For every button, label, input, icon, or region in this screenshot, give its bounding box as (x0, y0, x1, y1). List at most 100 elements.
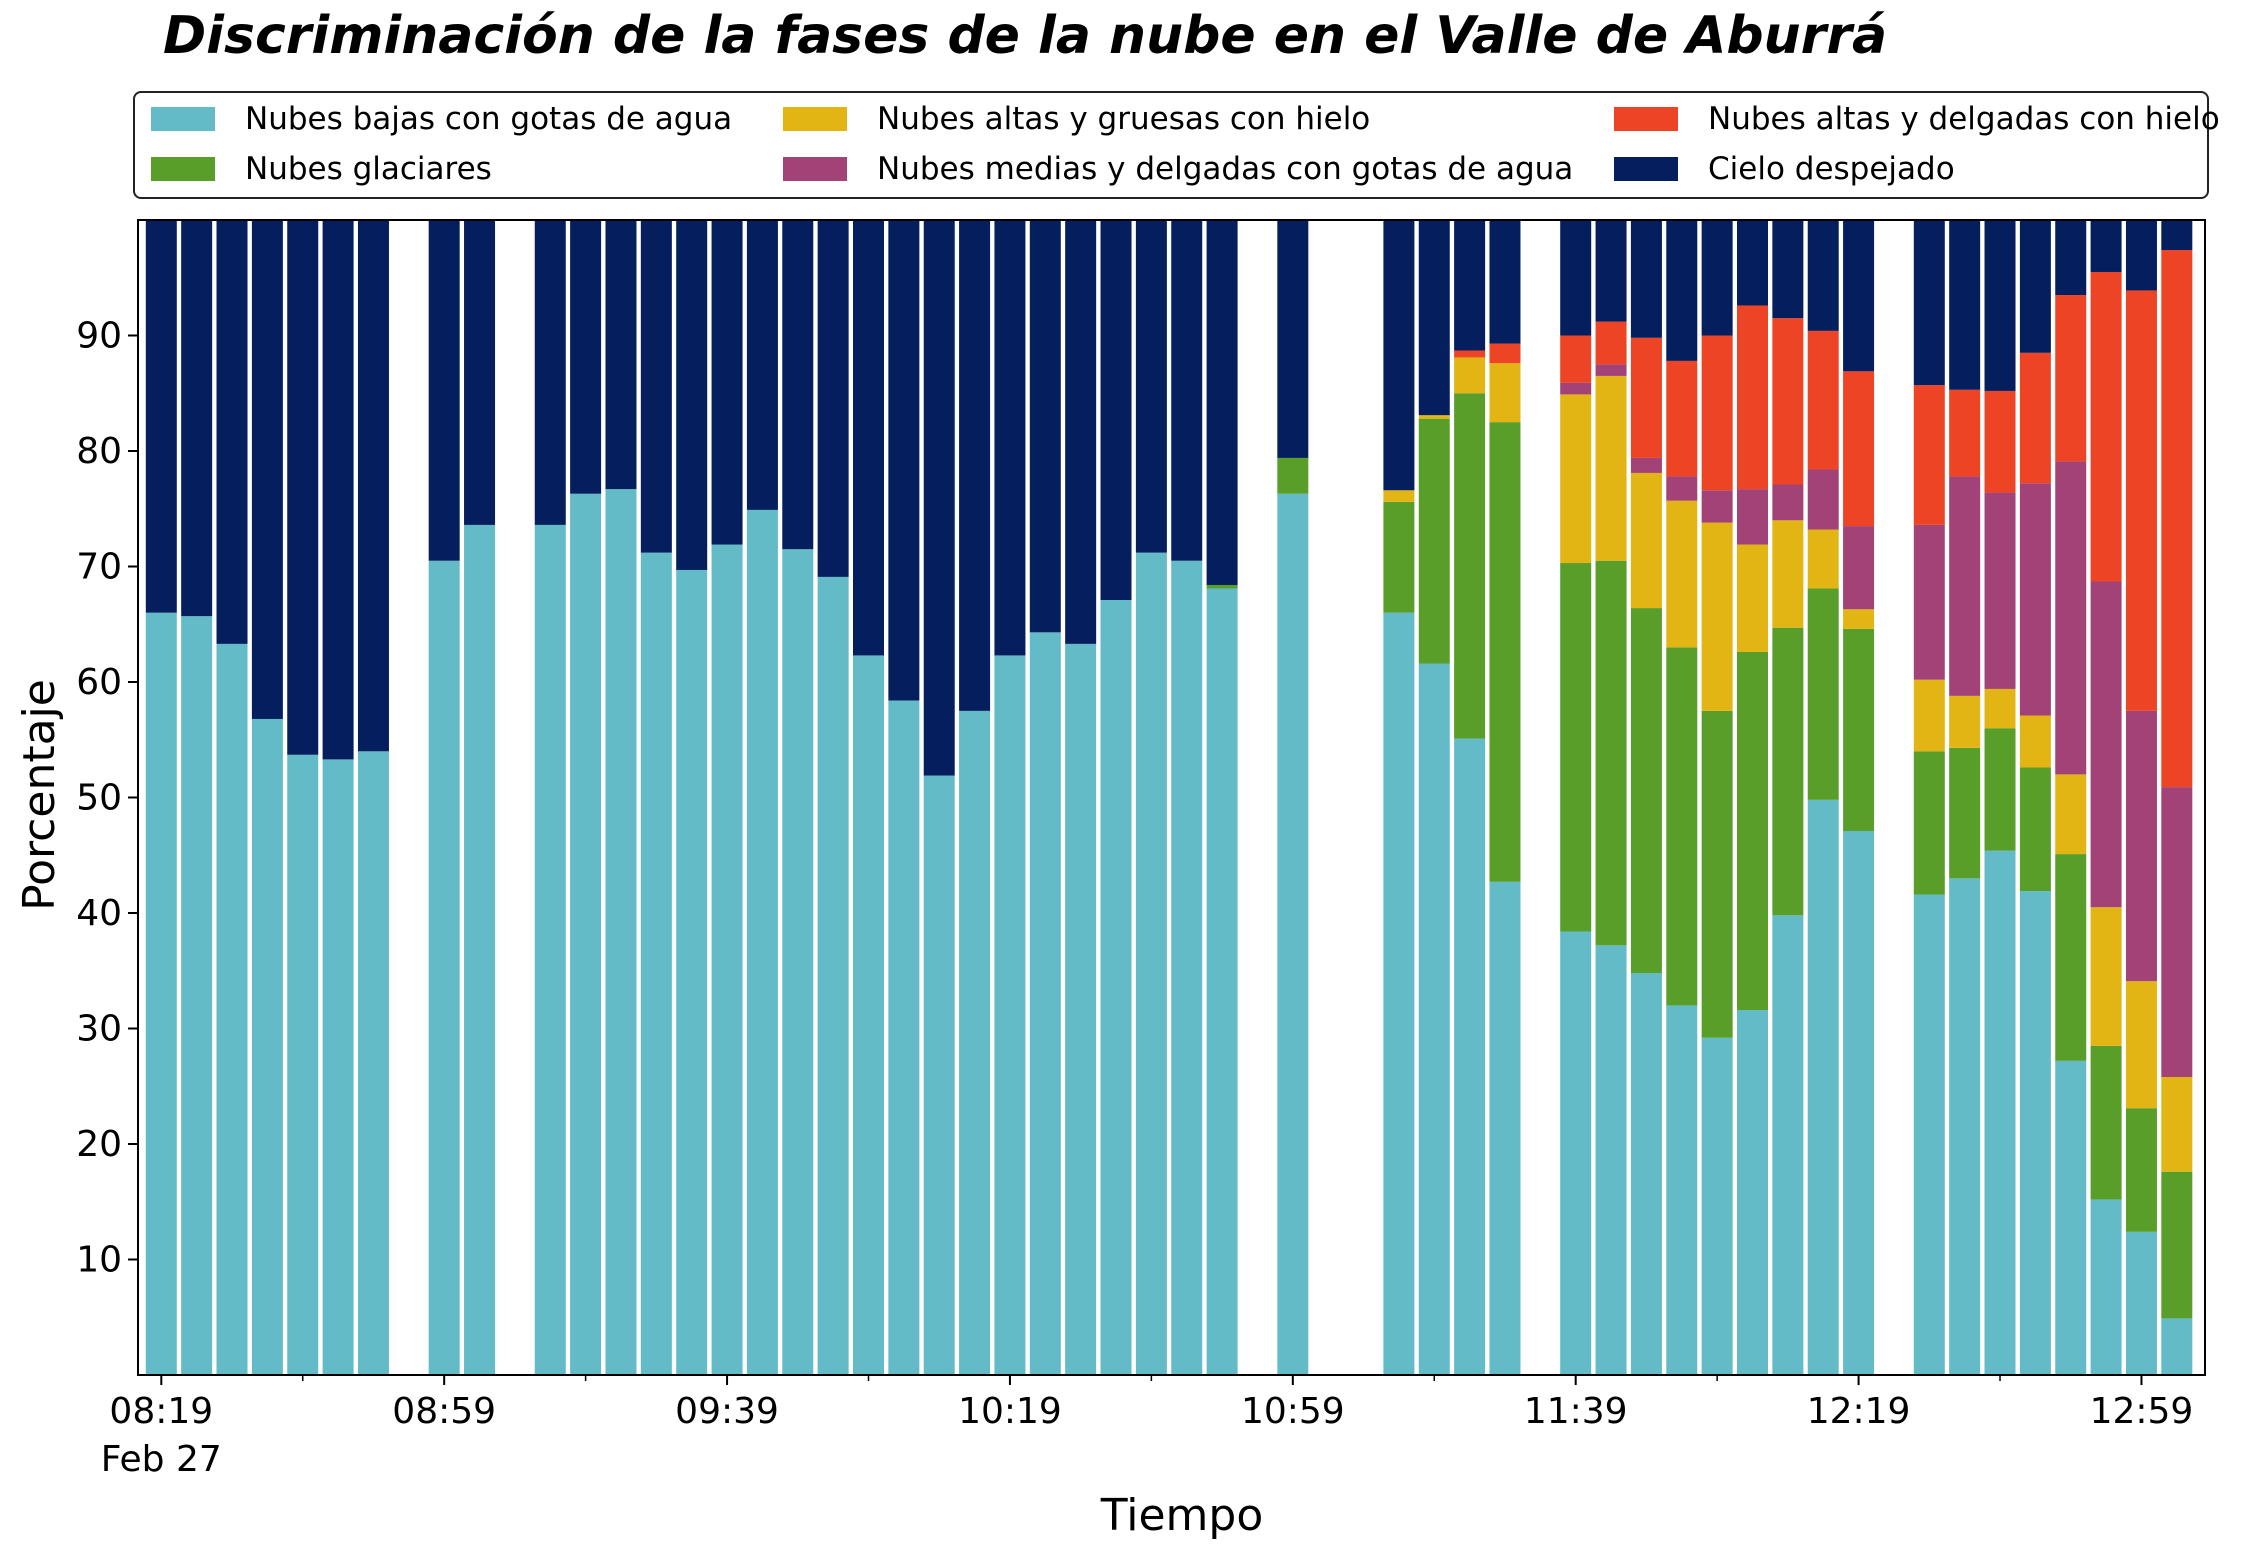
bar-segment-2-40 (1560, 394, 1592, 564)
x-tick-label: 12:19 (1807, 1391, 1911, 1432)
bar-segment-4-37 (1454, 350, 1486, 358)
bar-segment-5-15 (676, 220, 708, 570)
x-axis: 08:19 Feb 27 08:59 09:39 10:19 10:59 11:39 12:1… (101, 1375, 2193, 1480)
bar-segment-3-53 (2019, 483, 2051, 716)
legend-swatch (783, 157, 847, 181)
bar-segment-1-38 (1489, 422, 1521, 882)
bar-segment-1-57 (2161, 1171, 2193, 1319)
bar-segment-4-52 (1984, 390, 2016, 493)
legend-item-altas-delgadas: Nubes altas y delgadas con hielo (1614, 99, 2220, 139)
bar-segment-0-38 (1489, 881, 1521, 1375)
bar-segment-2-53 (2019, 715, 2051, 768)
bar-segment-0-41 (1595, 945, 1627, 1375)
bar-segment-0-51 (1949, 878, 1981, 1375)
bar-segment-3-56 (2125, 710, 2157, 982)
bar-segment-0-8 (428, 560, 460, 1375)
bar-segment-0-17 (746, 509, 778, 1375)
bar-segment-4-40 (1560, 335, 1592, 383)
bar-segment-5-43 (1666, 220, 1698, 361)
y-tick-label: 50 (76, 778, 122, 819)
bar-segment-0-12 (570, 493, 602, 1375)
bar-segment-0-37 (1454, 738, 1486, 1375)
bar-segment-4-48 (1843, 371, 1875, 527)
bar-segment-3-45 (1737, 489, 1768, 545)
bar-segment-1-51 (1949, 747, 1981, 879)
bar-segment-5-52 (1984, 220, 2016, 391)
bar-segment-5-32 (1277, 220, 1309, 458)
y-tick-label: 90 (76, 316, 122, 357)
bar-segment-2-48 (1843, 609, 1875, 629)
bar-segment-5-23 (959, 220, 991, 711)
bar-segment-1-52 (1984, 728, 2016, 851)
bar-segment-5-25 (1029, 220, 1061, 633)
bar-segment-5-2 (216, 220, 248, 644)
bar-segment-0-9 (464, 524, 496, 1375)
bar-segment-2-45 (1737, 544, 1768, 652)
bar-segment-5-8 (428, 220, 460, 561)
bar-segment-3-41 (1595, 364, 1627, 376)
y-axis: 10 20 30 40 50 60 70 80 90 (76, 316, 138, 1281)
bar-segment-5-14 (640, 220, 672, 553)
bar-segment-5-11 (534, 220, 566, 525)
bar-segment-5-24 (994, 220, 1026, 656)
bar-segment-0-47 (1807, 799, 1839, 1375)
legend-item-altas-gruesas: Nubes altas y gruesas con hielo (783, 99, 1370, 139)
bar-segment-0-22 (923, 775, 955, 1375)
bar-segment-5-0 (145, 220, 177, 613)
legend-item-glaciares: Nubes glaciares (151, 149, 492, 189)
bar-segment-0-14 (640, 552, 672, 1375)
bar-segment-4-47 (1807, 330, 1839, 470)
bar-segment-5-38 (1489, 220, 1521, 344)
bar-segment-2-46 (1772, 520, 1804, 628)
bar-segment-5-56 (2125, 220, 2157, 291)
x-date-label: Feb 27 (101, 1439, 222, 1480)
bar-segment-1-42 (1630, 608, 1662, 974)
bar-segment-1-48 (1843, 628, 1875, 831)
bar-segment-5-26 (1065, 220, 1097, 644)
bar-segment-0-44 (1701, 1037, 1733, 1375)
bar-segment-5-1 (181, 220, 213, 617)
bar-segment-0-48 (1843, 831, 1875, 1375)
bar-segment-0-0 (145, 612, 177, 1375)
bar-segment-0-3 (251, 718, 283, 1375)
bar-segment-1-40 (1560, 563, 1592, 932)
bar-segment-5-29 (1171, 220, 1203, 561)
y-tick-label: 20 (76, 1124, 122, 1165)
bar-segment-5-45 (1737, 220, 1768, 306)
bar-segment-1-37 (1454, 393, 1486, 739)
bar-segment-0-43 (1666, 1005, 1698, 1375)
y-tick-label: 30 (76, 1009, 122, 1050)
bar-segment-0-19 (817, 576, 849, 1375)
bar-segment-2-55 (2090, 907, 2122, 1046)
bar-segment-0-18 (782, 549, 814, 1375)
bar-segment-0-16 (711, 544, 743, 1375)
bar-segment-0-5 (322, 759, 354, 1375)
bar-segment-1-53 (2019, 767, 2051, 892)
bar-segment-0-29 (1171, 560, 1203, 1375)
bar-segment-5-40 (1560, 220, 1592, 336)
bar-segment-4-54 (2055, 295, 2087, 462)
bar-segment-5-36 (1418, 220, 1450, 416)
bar-segment-4-55 (2090, 271, 2122, 582)
bar-segment-1-56 (2125, 1108, 2157, 1232)
bar-segment-1-50 (1913, 751, 1945, 895)
bar-segment-5-27 (1100, 220, 1132, 600)
bar-segment-1-30 (1206, 584, 1238, 589)
bar-segment-0-28 (1135, 552, 1167, 1375)
bar-segment-0-52 (1984, 850, 2016, 1375)
bar-segment-2-47 (1807, 529, 1839, 589)
legend-item-medias-delgadas: Nubes medias y delgadas con gotas de agu… (783, 149, 1573, 189)
bar-segment-2-44 (1701, 522, 1733, 711)
bar-segment-0-57 (2161, 1318, 2193, 1375)
bar-segment-4-42 (1630, 337, 1662, 458)
chart-title: Discriminación de la fases de la nube en… (163, 6, 1888, 66)
bar-segment-3-43 (1666, 476, 1698, 501)
y-tick-label: 40 (76, 893, 122, 934)
bar-segment-5-22 (923, 220, 955, 776)
bar-segment-5-50 (1913, 220, 1945, 386)
bar-segment-0-54 (2055, 1060, 2087, 1375)
bar-segment-0-26 (1065, 643, 1097, 1375)
bar-segment-3-46 (1772, 484, 1804, 521)
bar-segment-5-53 (2019, 220, 2051, 353)
